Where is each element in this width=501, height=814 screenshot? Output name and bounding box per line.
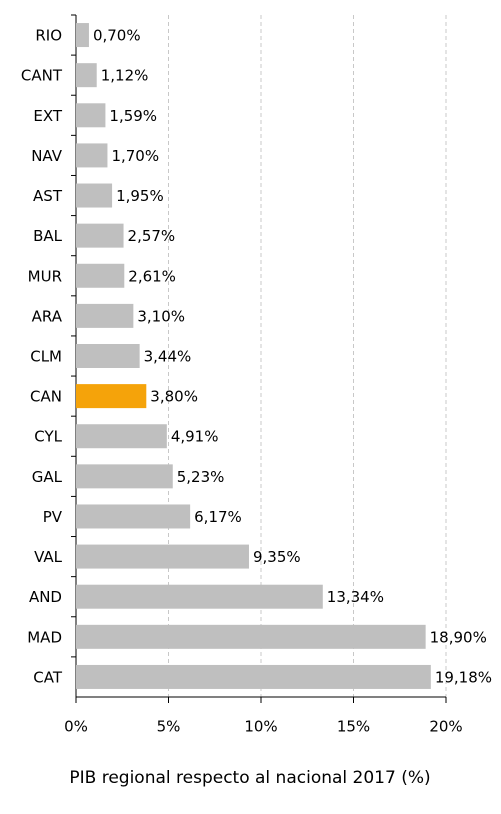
y-tick-label: CLM bbox=[30, 348, 62, 366]
value-label: 0,70% bbox=[93, 27, 141, 45]
x-tick-label: 5% bbox=[157, 718, 181, 736]
y-tick-label: MUR bbox=[28, 267, 62, 285]
bar bbox=[76, 143, 108, 168]
y-tick-label: RIO bbox=[35, 27, 62, 45]
bar bbox=[76, 344, 140, 368]
value-label: 6,17% bbox=[194, 508, 242, 526]
x-tick-label: 0% bbox=[64, 718, 88, 736]
y-tick-label: GAL bbox=[32, 468, 63, 486]
y-tick-label: NAV bbox=[31, 147, 63, 165]
value-label: 1,95% bbox=[116, 187, 164, 205]
y-tick-label: VAL bbox=[34, 548, 63, 566]
x-axis-label: PIB regional respecto al nacional 2017 (… bbox=[69, 768, 430, 788]
bar bbox=[76, 223, 124, 248]
value-label: 13,34% bbox=[327, 588, 384, 606]
bar bbox=[76, 183, 113, 208]
y-tick-label: BAL bbox=[33, 227, 63, 245]
value-label: 18,90% bbox=[430, 628, 487, 646]
bar bbox=[76, 303, 134, 328]
x-tick-label: 20% bbox=[429, 718, 462, 736]
y-tick-label: EXT bbox=[33, 107, 62, 125]
bar bbox=[76, 464, 173, 489]
value-label: 9,35% bbox=[253, 548, 301, 566]
value-label: 5,23% bbox=[177, 468, 225, 486]
value-label: 3,44% bbox=[144, 348, 192, 366]
y-tick-label: CANT bbox=[21, 67, 63, 85]
y-tick-label: PV bbox=[43, 508, 63, 526]
bar bbox=[76, 263, 125, 288]
y-tick-label: AND bbox=[29, 588, 62, 606]
value-label: 1,12% bbox=[101, 67, 149, 85]
y-tick-label: CYL bbox=[34, 428, 62, 446]
bar bbox=[76, 664, 431, 689]
value-label: 4,91% bbox=[171, 428, 219, 446]
y-tick-label: AST bbox=[33, 187, 63, 205]
bar bbox=[76, 103, 106, 128]
y-tick-label: ARA bbox=[32, 307, 63, 325]
value-label: 19,18% bbox=[435, 668, 492, 686]
value-label: 3,10% bbox=[137, 307, 185, 325]
bar bbox=[76, 23, 89, 48]
bar bbox=[76, 63, 97, 88]
y-tick-label: CAT bbox=[33, 668, 63, 686]
y-tick-label: CAN bbox=[30, 388, 62, 406]
bar bbox=[76, 584, 323, 609]
bar bbox=[76, 544, 249, 569]
value-label: 1,59% bbox=[109, 107, 157, 125]
value-label: 2,61% bbox=[128, 267, 176, 285]
bar bbox=[76, 424, 167, 449]
value-label: 2,57% bbox=[128, 227, 176, 245]
x-tick-label: 15% bbox=[337, 718, 370, 736]
x-tick-label: 10% bbox=[244, 718, 277, 736]
value-label: 3,80% bbox=[150, 388, 198, 406]
y-tick-label: MAD bbox=[27, 628, 62, 646]
bar bbox=[76, 384, 147, 409]
value-label: 1,70% bbox=[111, 147, 159, 165]
bar bbox=[76, 504, 191, 529]
bar bbox=[76, 624, 426, 649]
